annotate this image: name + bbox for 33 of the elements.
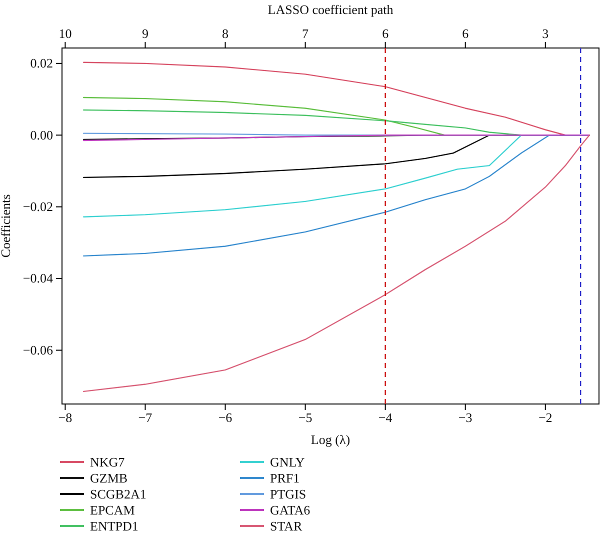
- y-tick-label: 0.00: [30, 127, 53, 142]
- x-tick-label: −7: [138, 410, 153, 426]
- text: 8: [222, 26, 229, 41]
- x-axis-title: Log (λ): [310, 432, 350, 447]
- legend-label: GZMB: [90, 470, 128, 486]
- x-tick-label: −3: [458, 410, 472, 426]
- text: 3: [542, 26, 549, 41]
- x-tick-label: −6: [218, 410, 233, 426]
- x-tick-label: −4: [378, 410, 393, 426]
- chart-title: LASSO coefficient path: [268, 2, 394, 17]
- y-tick-label: −0.04: [22, 270, 54, 286]
- legend-label: GATA6: [270, 502, 311, 518]
- text: 6: [462, 26, 470, 41]
- text: 6: [382, 26, 390, 41]
- legend-label: PTGIS: [270, 486, 306, 502]
- legend-label: STAR: [270, 518, 303, 534]
- x-tick-label: −2: [538, 410, 552, 426]
- text: 9: [142, 26, 148, 41]
- x-tick-label: −5: [298, 410, 312, 426]
- legend-label: PRF1: [270, 470, 300, 486]
- y-tick-label: 0.02: [30, 56, 53, 71]
- legend-label: GNLY: [270, 454, 306, 470]
- y-tick-label: −0.06: [22, 342, 54, 358]
- y-tick-label: −0.02: [22, 198, 53, 214]
- line-series: [83, 134, 590, 392]
- text: 7: [302, 26, 310, 41]
- y-axis-title: Coefficients: [0, 194, 13, 258]
- legend-label: ENTPD1: [90, 518, 138, 534]
- legend-label: EPCAM: [90, 502, 136, 518]
- legend-label: SCGB2A1: [90, 486, 146, 502]
- text: 10: [58, 26, 72, 41]
- x-tick-label: −8: [58, 410, 72, 426]
- legend-label: NKG7: [90, 454, 126, 470]
